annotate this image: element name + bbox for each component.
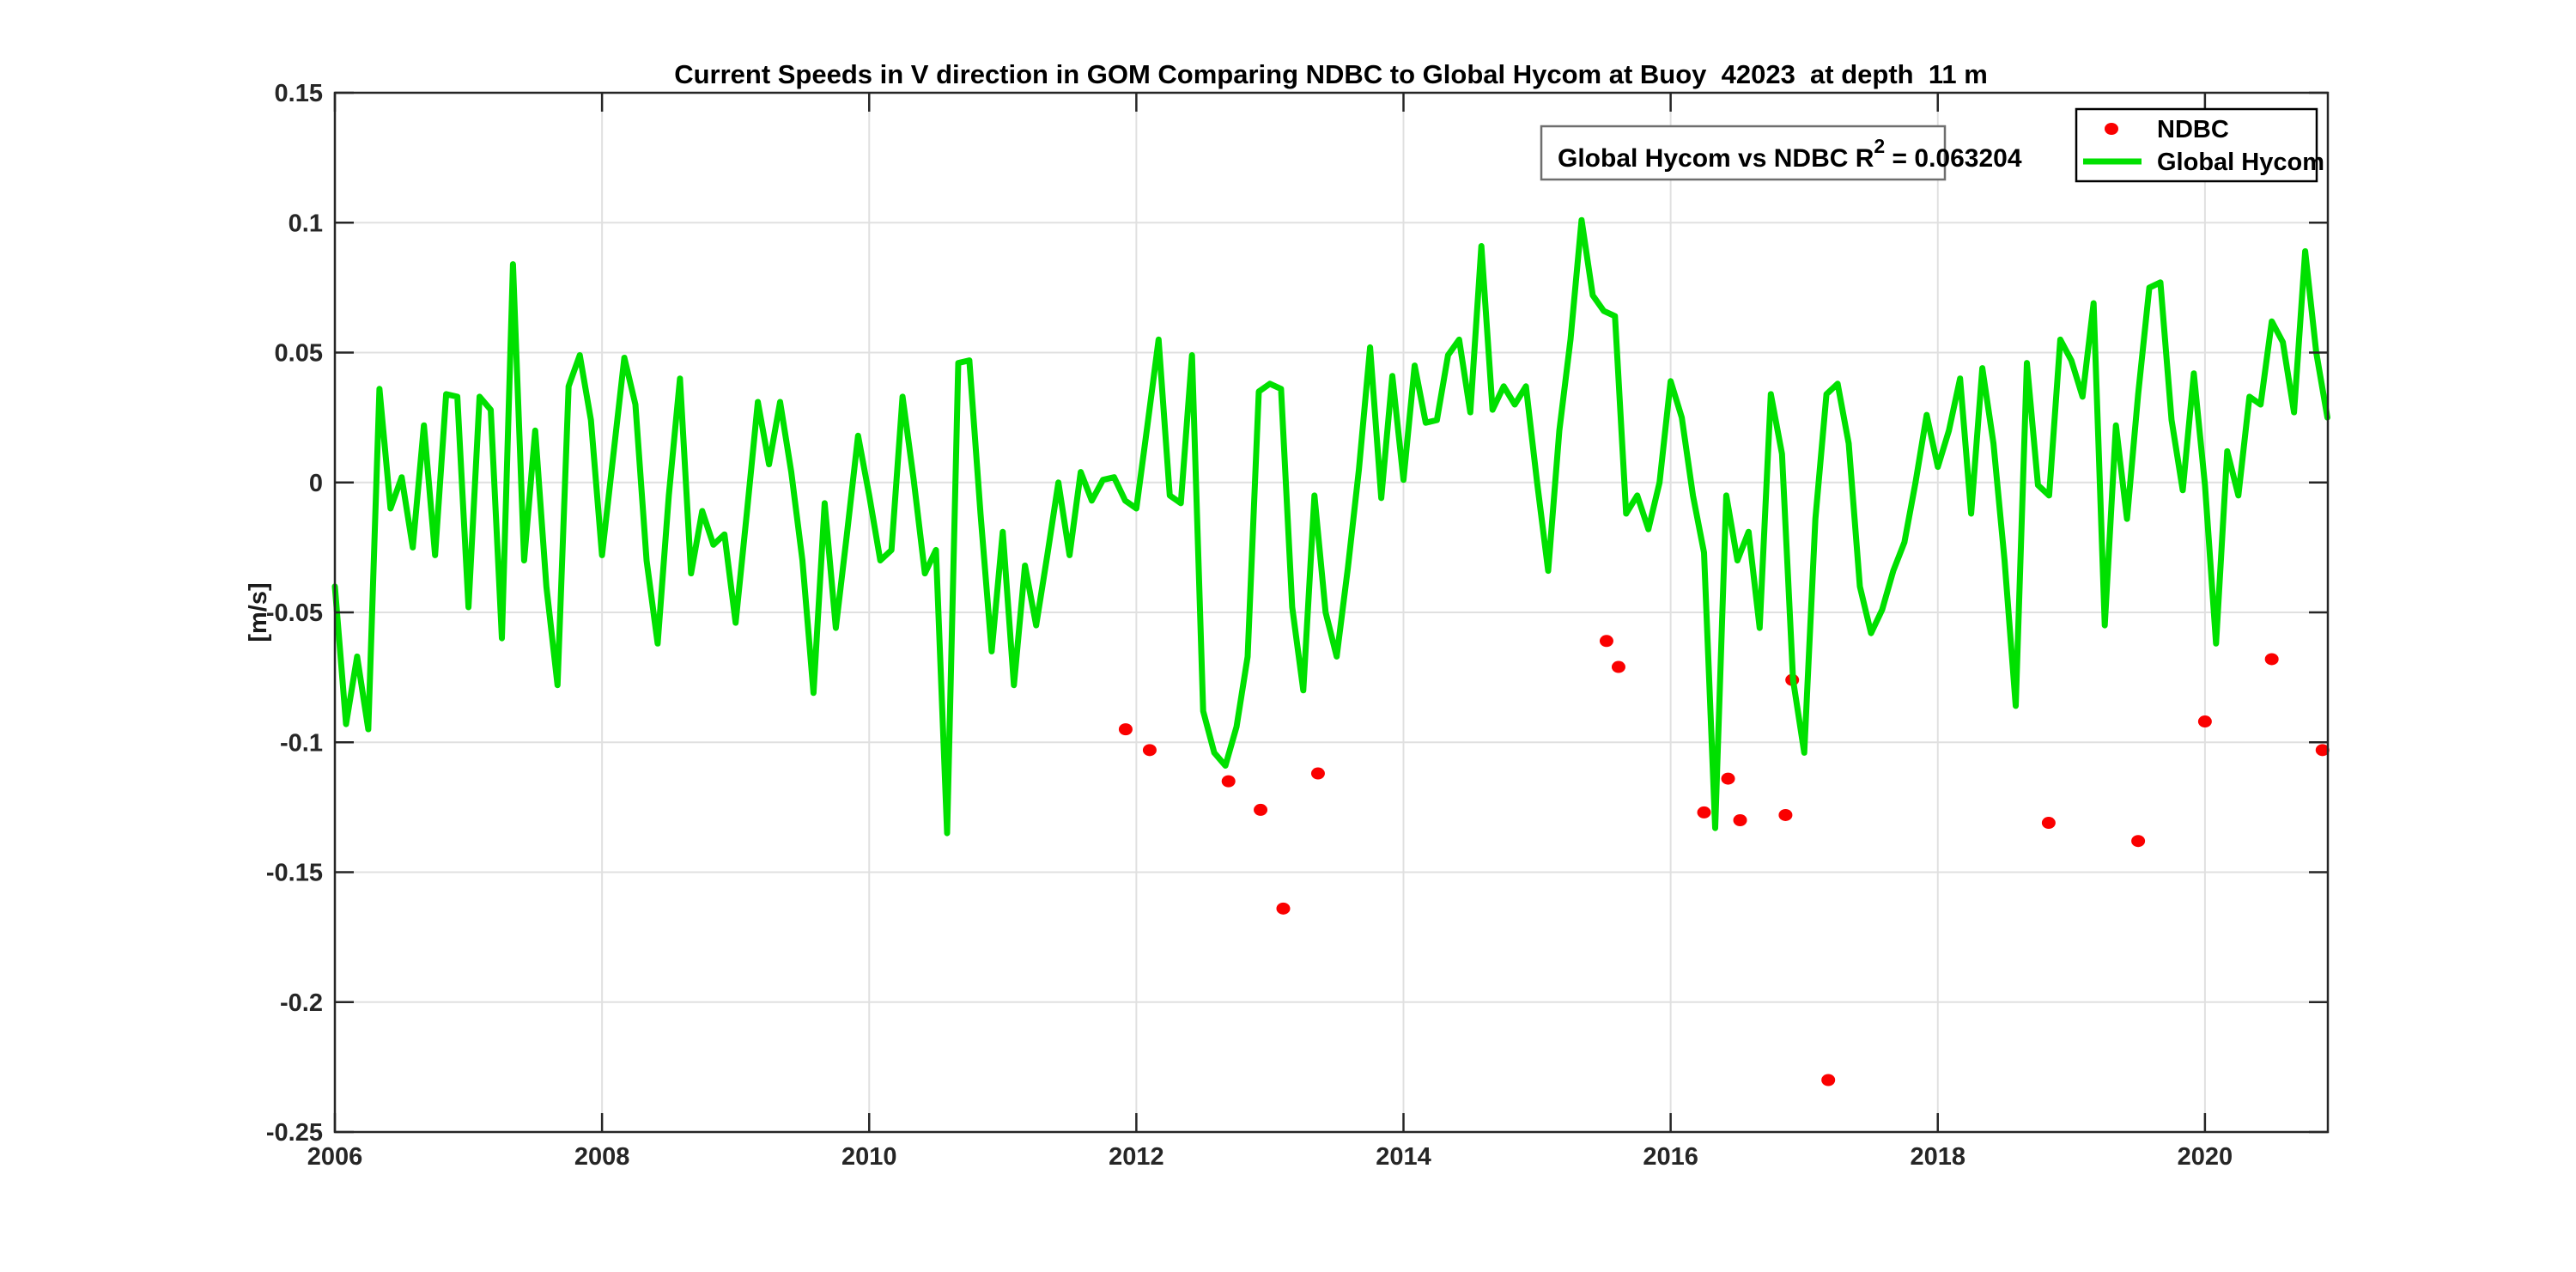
ndbc-point <box>1221 775 1236 788</box>
r2-annotation: Global Hycom vs NDBC R2 = 0.063204 <box>1540 125 2022 181</box>
ndbc-point <box>2197 715 2212 728</box>
legend-box <box>2075 107 2318 183</box>
ndbc-point <box>1276 902 1291 915</box>
legend-ndbc-marker-icon <box>2105 123 2118 135</box>
x-tick-label: 2018 <box>1910 1143 1965 1171</box>
x-tick-label: 2008 <box>574 1143 630 1171</box>
y-tick-label: -0.05 <box>266 599 323 627</box>
y-tick-label: 0.15 <box>275 80 323 107</box>
ndbc-point <box>1599 635 1613 648</box>
legend-label-hycom: Global Hycom <box>2157 149 2324 176</box>
x-tick-label: 2016 <box>1643 1143 1698 1171</box>
ndbc-point <box>1733 814 1747 826</box>
r2-annotation-text: Global Hycom vs NDBC R2 = 0.063204 <box>1558 135 2022 173</box>
y-tick-label: -0.15 <box>266 860 323 887</box>
x-tick-label: 2006 <box>307 1143 363 1171</box>
ndbc-point <box>1254 803 1268 816</box>
ndbc-point <box>1697 806 1711 819</box>
x-tick-label: 2010 <box>841 1143 897 1171</box>
ndbc-point <box>2264 653 2279 666</box>
y-tick-label: 0.05 <box>275 340 323 368</box>
y-tick-label: -0.2 <box>280 989 323 1017</box>
ndbc-point <box>1142 744 1157 757</box>
ndbc-point <box>2041 817 2056 830</box>
y-tick-label: -0.25 <box>266 1119 323 1147</box>
x-tick-label: 2020 <box>2178 1143 2233 1171</box>
x-tick-label: 2012 <box>1109 1143 1164 1171</box>
hycom-line <box>331 216 2330 837</box>
y-tick-label: 0.1 <box>289 210 323 237</box>
legend: NDBC Global Hycom <box>2075 107 2324 183</box>
ndbc-point <box>1310 767 1325 780</box>
x-tick-label: 2014 <box>1376 1143 1431 1171</box>
y-axis-label: [m/s] <box>245 582 272 642</box>
ndbc-point <box>1778 808 1793 821</box>
ndbc-point <box>1721 772 1735 785</box>
r2-annotation-box <box>1540 125 1947 181</box>
ndbc-point <box>1118 723 1133 736</box>
y-tick-label: -0.1 <box>280 729 323 757</box>
axes-box <box>333 91 2330 1134</box>
ndbc-point <box>2131 835 2146 848</box>
ndbc-point <box>1821 1074 1836 1086</box>
ndbc-point <box>1611 660 1625 673</box>
legend-label-ndbc: NDBC <box>2157 116 2229 143</box>
chart-title: Current Speeds in V direction in GOM Com… <box>674 59 1988 89</box>
ndbc-point <box>2315 744 2330 757</box>
plot-area: 2006 2008 2010 2012 2014 2016 2018 2020 0.15 0.1 0… <box>266 80 2330 1171</box>
y-tick-label: 0 <box>309 470 323 497</box>
